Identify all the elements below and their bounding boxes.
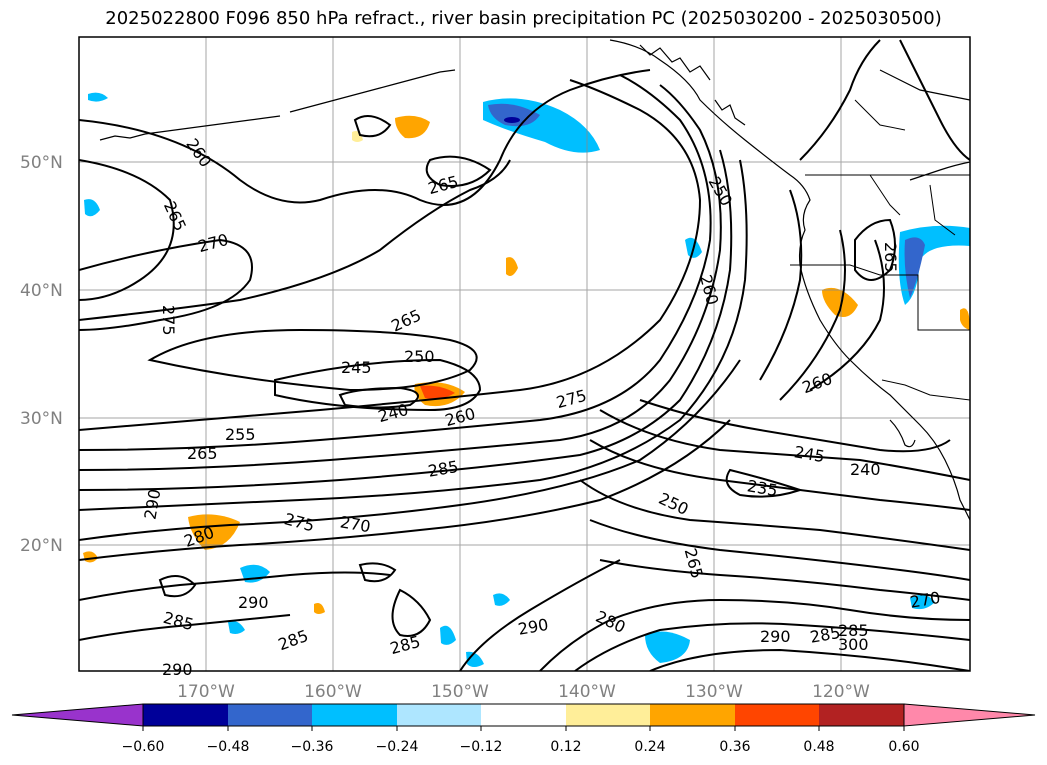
colorbar-bin	[819, 704, 904, 726]
lon-label-140w: 140°W	[558, 682, 616, 702]
contour-label: 275	[554, 386, 588, 412]
contour-label: 285	[161, 608, 195, 634]
lat-label-20n: 20°N	[20, 536, 63, 556]
contour-label: 290	[517, 615, 550, 639]
colorbar-tick-label: −0.12	[460, 739, 503, 755]
lon-label-160w: 160°W	[304, 682, 362, 702]
contour-label: 290	[140, 488, 164, 521]
colorbar-bin	[481, 704, 566, 726]
colorbar: −0.60 −0.48 −0.36 −0.24 −0.12 0.12 0.24 …	[11, 703, 1036, 755]
contour-label: 265	[881, 242, 900, 273]
precip-negative-area	[88, 92, 108, 102]
precip-negative-area	[228, 621, 245, 634]
contour-label: 265	[681, 546, 707, 580]
precip-negative-core	[488, 103, 540, 127]
colorbar-tick-label: 0.60	[888, 739, 919, 755]
colorbar-bin	[735, 704, 819, 726]
precip-negative-area	[645, 631, 690, 663]
colorbar-tick-label: 0.48	[803, 739, 834, 755]
precip-negative-area	[440, 625, 456, 645]
colorbar-tick-label: 0.36	[719, 739, 750, 755]
contour-label: 265	[388, 305, 424, 335]
graticule	[79, 37, 970, 671]
precip-negative-core	[904, 237, 925, 298]
lon-label-130w: 130°W	[685, 682, 743, 702]
contour-label: 260	[182, 135, 215, 171]
contour-label: 290	[760, 627, 791, 646]
contour-label: 260	[696, 273, 722, 307]
precip-positive-area	[960, 308, 970, 330]
colorbar-tick-label: 0.24	[634, 739, 665, 755]
colorbar-frame	[142, 703, 905, 727]
contour-label: 265	[426, 172, 460, 198]
contour-label: 265	[160, 198, 190, 234]
colorbar-tick-label: −0.24	[376, 739, 419, 755]
contour-label: 285	[809, 623, 842, 647]
colorbar-tick-label: −0.48	[207, 739, 250, 755]
contour-label: 285	[427, 457, 460, 481]
political-borders	[790, 99, 970, 401]
precip-positive-area	[352, 131, 363, 142]
precip-positive-area	[506, 257, 518, 276]
lon-label-150w: 150°W	[431, 682, 489, 702]
precip-negative-area	[493, 593, 510, 606]
precip-negative-area	[910, 594, 935, 610]
colorbar-bin	[397, 704, 481, 726]
precip-positive-area	[395, 115, 430, 139]
contour-label: 240	[850, 460, 881, 479]
contour-label: 250	[404, 347, 435, 366]
contour-label: 290	[238, 593, 269, 612]
colorbar-tick-label: 0.12	[550, 739, 581, 755]
contour-label: 285	[838, 621, 869, 640]
lon-label-120w: 120°W	[812, 682, 870, 702]
precip-negative-area	[466, 651, 484, 667]
contour-label: 290	[162, 660, 193, 679]
coastlines	[99, 39, 970, 521]
contour-labels: 260 265 270 275 265 265 250 245 240 260 …	[140, 135, 941, 679]
latitude-labels: 50°N 40°N 30°N 20°N	[20, 153, 63, 556]
map-frame	[78, 36, 971, 672]
precip-positive-area	[188, 514, 240, 550]
contour-label: 255	[225, 425, 256, 444]
colorbar-bin	[650, 704, 735, 726]
colorbar-bin	[143, 704, 228, 726]
lon-label-170w: 170°W	[177, 682, 235, 702]
contour-label: 285	[388, 632, 422, 658]
precip-positive-area	[83, 551, 98, 563]
contour-label: 270	[339, 512, 372, 536]
precip-negative-center	[504, 117, 520, 123]
contour-label: 270	[909, 588, 942, 612]
lat-label-50n: 50°N	[20, 153, 63, 173]
contour-label: 270	[196, 230, 230, 256]
colorbar-bin	[312, 704, 397, 726]
precip-shading	[83, 92, 970, 667]
contour-label: 275	[282, 509, 316, 535]
contour-label: 275	[159, 305, 178, 336]
precip-negative-area	[84, 199, 100, 217]
colorbar-bin	[566, 704, 650, 726]
precip-positive-core	[420, 385, 455, 400]
contour-label: 245	[793, 442, 826, 466]
contour-label: 265	[187, 444, 218, 463]
precip-positive-area	[822, 287, 858, 318]
map-title: 2025022800 F096 850 hPa refract., river …	[105, 8, 942, 29]
colorbar-low-extend	[11, 703, 144, 727]
colorbar-tick-label: −0.36	[291, 739, 334, 755]
contour-label: 280	[593, 607, 629, 637]
contour-label: 285	[276, 626, 311, 654]
longitude-labels: 170°W 160°W 150°W 140°W 130°W 120°W	[177, 682, 870, 702]
contour-label: 300	[838, 635, 869, 654]
lat-label-40n: 40°N	[20, 281, 63, 301]
colorbar-bin	[228, 704, 312, 726]
colorbar-high-extend	[903, 703, 1036, 727]
colorbar-tick-label: −0.60	[122, 739, 165, 755]
contour-label: 245	[341, 358, 372, 377]
refractivity-contours	[79, 39, 970, 671]
lat-label-30n: 30°N	[20, 409, 63, 429]
precip-positive-area	[314, 603, 325, 614]
